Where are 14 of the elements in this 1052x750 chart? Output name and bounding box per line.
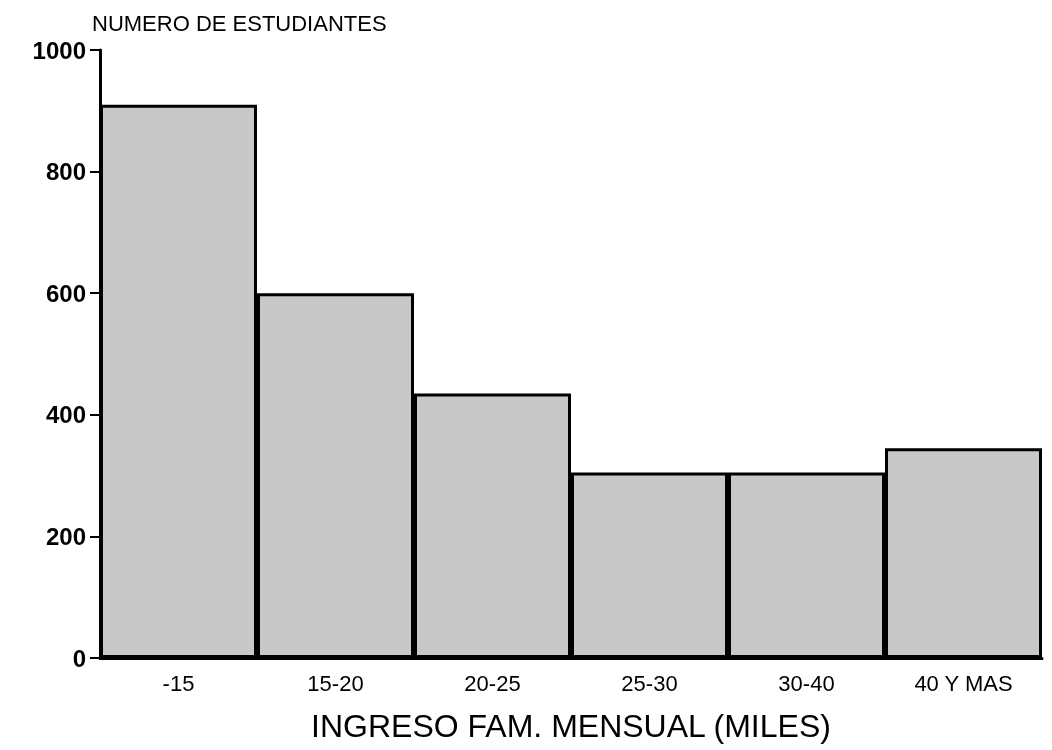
y-axis-title: NUMERO DE ESTUDIANTES <box>92 10 387 36</box>
x-axis-title: INGRESO FAM. MENSUAL (MILES) <box>311 708 831 744</box>
y-tick-label: 200 <box>45 522 86 550</box>
y-tick-label: 0 <box>72 644 86 672</box>
x-tick-label: 30-40 <box>778 670 835 696</box>
x-tick-label: 25-30 <box>621 670 678 696</box>
x-tick-label: 20-25 <box>464 670 521 696</box>
y-tick-label: 1000 <box>32 36 86 64</box>
y-tick-label: 800 <box>45 158 86 186</box>
y-tick-label: 400 <box>45 401 86 429</box>
y-tick-label: 600 <box>45 279 86 307</box>
x-tick-label: 15-20 <box>307 670 364 696</box>
x-tick-label: 40 Y MAS <box>914 670 1013 696</box>
x-tick-label: -15 <box>162 670 195 696</box>
